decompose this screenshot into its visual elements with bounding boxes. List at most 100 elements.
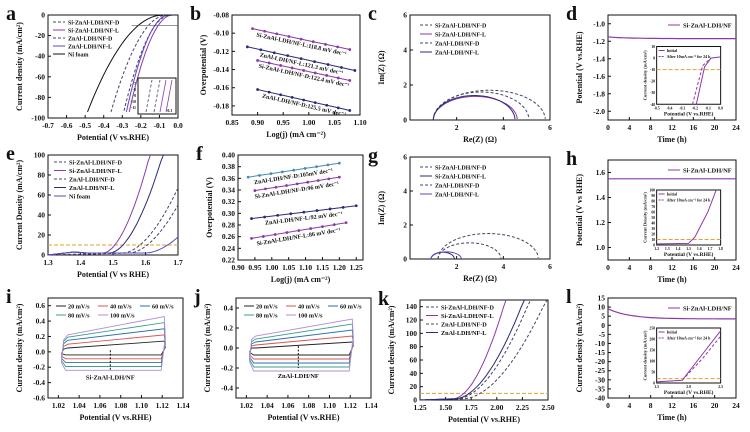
tafel-slope-label: ZnAl-LDH/NF-L:92 mV dec⁻¹ [265, 211, 343, 226]
panel-j: j 1.02 1.04 1.06 1.08 1.10 1.12 1.14 -0.4 -0.2 0.0… [193, 286, 378, 422]
y-tick-label: 0.36 [222, 174, 235, 183]
series-line [432, 94, 516, 121]
inset-y-tick-label: 60 [651, 211, 655, 215]
inset-y-tick-label: -10 [650, 68, 655, 72]
series-line [432, 89, 546, 121]
data-point [353, 69, 357, 72]
x-axis-label: Log(j) (mA cm⁻²) [271, 275, 331, 284]
panel-c: c 2 4 6 0 2 4 6 Re(Z) (Ω) Im(Z) (Ω) Si-ZnAl-LDH/NF… [368, 3, 552, 144]
inset-y-tick-label: 200 [649, 338, 655, 342]
x-tick-label: -0.6 [61, 121, 73, 130]
x-tick-label: 1.4 [76, 258, 86, 267]
y-tick-label: 10 [598, 303, 606, 312]
y-tick-label: 60 [410, 356, 418, 365]
inset-line [165, 79, 173, 113]
series-line [437, 242, 502, 260]
x-tick-label: 1.20 [333, 263, 346, 272]
inset-y-tick-label: 50 [651, 216, 655, 220]
x-axis-label: Time (h) [657, 413, 687, 422]
panel-f: f 0.90 0.95 1.00 1.05 1.10 1.15 1.20 1.25 0.22 0.2… [196, 143, 364, 284]
inset-line [695, 56, 721, 105]
y-tick-label: 1.0 [596, 243, 606, 252]
data-point [302, 98, 306, 102]
data-point [348, 79, 352, 82]
y-tick-label: -0.6 [33, 394, 45, 403]
x-tick-label: 0.0 [173, 121, 183, 130]
data-point [348, 48, 352, 51]
x-tick-label: 1.08 [114, 401, 127, 410]
legend-label: 80 mV/s [256, 313, 278, 320]
y-tick-label: 80 [38, 171, 46, 180]
series-line [607, 308, 736, 320]
data-point [328, 207, 332, 211]
inset-y-tick-label: 70 [651, 205, 655, 209]
legend-label: 100 mV/s [110, 313, 135, 320]
x-tick-label: 4 [627, 401, 631, 410]
inset-legend-label: After 10mA cm⁻² for 24 h [667, 336, 711, 341]
data-point [344, 221, 348, 225]
data-point [332, 223, 336, 227]
y-axis-label: Current density (mA/cm²) [203, 303, 212, 392]
legend-label: Ni foam [69, 194, 91, 201]
y-tick-label: 6 [403, 11, 407, 20]
panel-label: d [566, 3, 577, 25]
inset-line [656, 189, 717, 245]
data-point [290, 95, 294, 99]
y-tick-label: 0 [413, 396, 417, 405]
y-tick-label: 0.22 [222, 256, 235, 265]
y-tick-label: 20 [410, 382, 418, 391]
legend-label: 60 mV/s [340, 304, 362, 311]
data-point [267, 61, 271, 65]
x-tick-label: 1.25 [350, 263, 363, 272]
x-tick-label: 20 [711, 263, 719, 272]
y-tick-label: -15 [595, 348, 605, 357]
legend-label: 100 mV/s [298, 313, 323, 320]
y-tick-label: 0 [41, 251, 45, 260]
x-tick-label: 1.02 [52, 401, 65, 410]
data-point [263, 215, 267, 219]
panel-label: k [378, 288, 390, 310]
inset-y-tick-label: 0 [653, 382, 655, 386]
data-point [285, 184, 288, 187]
y-tick-label: 0.34 [222, 186, 235, 195]
y-tick-label: -1.4 [593, 54, 605, 63]
y-tick-label: -100 [31, 114, 45, 123]
data-point [258, 174, 261, 177]
legend-label: Si-ZnAl-LDH/NF-D [441, 305, 494, 312]
legend-label: Si-ZnAl-LDH/NF-D [68, 21, 120, 27]
inset-line [153, 79, 161, 113]
inset-x-tick-label: 1.5 [654, 385, 659, 389]
y-tick-label: 6 [403, 153, 407, 162]
panel-label: a [6, 3, 16, 25]
inset-x-tick-label: 1.7 [708, 247, 713, 251]
data-point [336, 106, 340, 110]
y-axis-label: Im(Z) (Ω) [377, 191, 386, 226]
inset-frame [656, 327, 722, 384]
legend-label: Ni foam [68, 53, 89, 59]
inset-line [681, 335, 721, 381]
inset-y-tick-label: 20 [651, 233, 655, 237]
inset-line [145, 79, 153, 113]
data-point [295, 182, 299, 186]
inset-y-tick-label: -40 [650, 103, 655, 107]
inset-y-tick-label: -9 [133, 93, 136, 98]
x-tick-label: 1.06 [281, 401, 294, 410]
plot-frame [419, 299, 549, 401]
y-tick-label: -20 [35, 31, 45, 40]
x-tick-label: -0.2 [135, 121, 147, 130]
inset-x-tick-label: 1.3 [665, 247, 670, 251]
y-tick-label: 15 [598, 294, 606, 303]
data-point [256, 88, 259, 91]
inset-y-tick-label: -11 [131, 105, 136, 110]
data-point [290, 66, 294, 70]
y-tick-label: 140 [406, 302, 418, 311]
inset-line [159, 79, 167, 113]
sample-annotation: Si-ZnAl-LDH/NF [86, 375, 135, 382]
inset-y-tick-label: 80 [651, 200, 655, 204]
inset-y-axis-label: Current Density (mA/cm²) [643, 192, 648, 243]
legend-label: 40 mV/s [298, 304, 320, 311]
data-point [326, 63, 330, 66]
inset-y-tick-label: 0 [653, 244, 655, 248]
data-point [302, 210, 306, 214]
y-tick-label: 20 [38, 231, 46, 240]
